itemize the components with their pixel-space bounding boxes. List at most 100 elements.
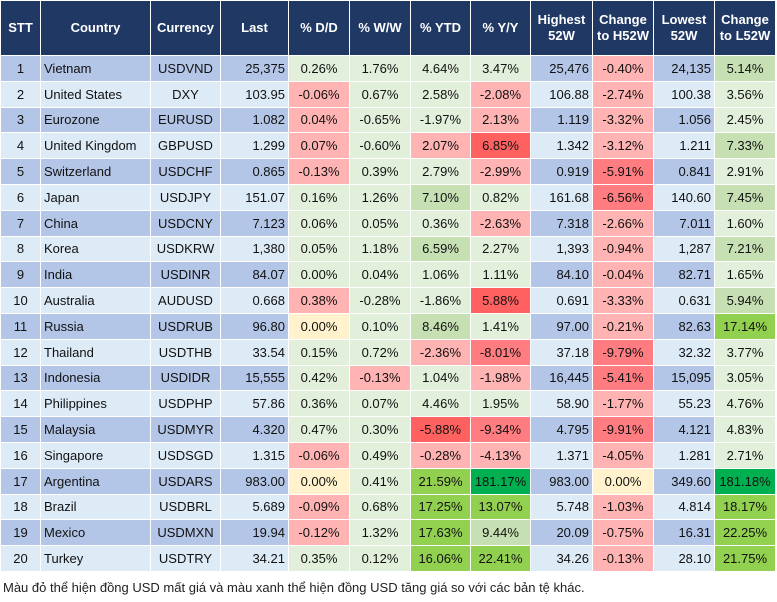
cell-change-to-h52w: -9.91% (592, 416, 654, 443)
table-row: 6 Japan USDJPY 151.07 0.16% 1.26% 7.10% 0.82% 16… (0, 183, 776, 211)
header-row: STT Country Currency Last% D/D% W/W% YTD% Y… (0, 0, 776, 56)
cell-lowest-52w: 32.32 (653, 338, 715, 366)
cell-change-to-h52w: -0.13% (592, 545, 654, 572)
usd-exchange-table: STT Country Currency Last% D/D% W/W% YTD% Y… (0, 0, 776, 572)
cell-lowest-52w: 15,095 (653, 364, 715, 392)
cell-pct-dd: 0.15% (288, 338, 350, 366)
table-row: 18 Brazil USDBRL 5.689 -0.09% 0.68% 17.25% 13.0… (0, 493, 776, 521)
cell-change-to-l52w: 7.21% (714, 235, 776, 263)
table-row: 8 Korea USDKRW 1,380 0.05% 1.18% 6.59% 2.27% 1,3… (0, 235, 776, 263)
cell-pct-ytd: 1.06% (410, 261, 471, 289)
cell-lowest-52w: 100.38 (653, 80, 715, 108)
header-lowest-52w: Lowest 52W (653, 0, 715, 56)
cell-last: 1.315 (220, 441, 289, 469)
cell-stt: 19 (0, 519, 41, 547)
cell-change-to-h52w: 0.00% (592, 467, 654, 495)
cell-pct-ww: 1.26% (349, 183, 411, 211)
cell-country: Japan (40, 183, 151, 211)
cell-pct-ww: 0.39% (349, 158, 411, 185)
cell-pct-dd: 0.16% (288, 183, 350, 211)
cell-highest-52w: 34.26 (530, 545, 593, 572)
cell-last: 25,375 (220, 55, 289, 82)
table-row: 3 Eurozone EURUSD 1.082 0.04% -0.65% -1.97% 2.1… (0, 106, 776, 134)
cell-pct-yy: 9.44% (470, 519, 531, 547)
cell-pct-ytd: 2.07% (410, 132, 471, 160)
cell-change-to-h52w: -0.94% (592, 235, 654, 263)
cell-last: 1,380 (220, 235, 289, 263)
cell-pct-dd: 0.38% (288, 287, 350, 314)
cell-pct-ww: 0.41% (349, 467, 411, 495)
cell-pct-dd: 0.36% (288, 390, 350, 418)
cell-highest-52w: 37.18 (530, 338, 593, 366)
cell-stt: 14 (0, 390, 41, 418)
cell-stt: 7 (0, 209, 41, 237)
cell-pct-ww: 0.12% (349, 545, 411, 572)
cell-stt: 18 (0, 493, 41, 521)
cell-pct-ww: 0.68% (349, 493, 411, 521)
cell-pct-ytd: 1.04% (410, 364, 471, 392)
cell-country: Australia (40, 287, 151, 314)
cell-currency: USDMYR (150, 416, 221, 443)
cell-pct-ytd: 8.46% (410, 312, 471, 340)
header-highest-52w: Highest 52W (530, 0, 593, 56)
cell-pct-yy: 181.17% (470, 467, 531, 495)
cell-pct-dd: -0.13% (288, 158, 350, 185)
cell-pct-ww: 0.72% (349, 338, 411, 366)
cell-currency: USDMXN (150, 519, 221, 547)
cell-pct-yy: -8.01% (470, 338, 531, 366)
cell-currency: USDVND (150, 55, 221, 82)
cell-stt: 12 (0, 338, 41, 366)
cell-currency: USDRUB (150, 312, 221, 340)
cell-last: 4.320 (220, 416, 289, 443)
cell-pct-ytd: 21.59% (410, 467, 471, 495)
cell-lowest-52w: 82.71 (653, 261, 715, 289)
cell-lowest-52w: 1.281 (653, 441, 715, 469)
cell-currency: USDJPY (150, 183, 221, 211)
cell-pct-ww: 0.67% (349, 80, 411, 108)
cell-pct-ytd: 6.59% (410, 235, 471, 263)
cell-currency: USDBRL (150, 493, 221, 521)
table-row: 13 Indonesia USDIDR 15,555 0.42% -0.13% 1.04% -… (0, 364, 776, 392)
cell-pct-dd: 0.00% (288, 312, 350, 340)
cell-last: 19.94 (220, 519, 289, 547)
cell-pct-ww: 1.32% (349, 519, 411, 547)
cell-highest-52w: 7.318 (530, 209, 593, 237)
cell-change-to-h52w: -1.03% (592, 493, 654, 521)
cell-change-to-l52w: 2.71% (714, 441, 776, 469)
cell-currency: USDCHF (150, 158, 221, 185)
cell-change-to-h52w: -9.79% (592, 338, 654, 366)
cell-change-to-l52w: 4.83% (714, 416, 776, 443)
cell-highest-52w: 161.68 (530, 183, 593, 211)
cell-change-to-l52w: 3.77% (714, 338, 776, 366)
cell-country: Singapore (40, 441, 151, 469)
cell-last: 0.865 (220, 158, 289, 185)
cell-currency: DXY (150, 80, 221, 108)
cell-pct-ww: 1.18% (349, 235, 411, 263)
cell-last: 57.86 (220, 390, 289, 418)
cell-country: Philippines (40, 390, 151, 418)
cell-highest-52w: 84.10 (530, 261, 593, 289)
cell-country: Russia (40, 312, 151, 340)
cell-country: Korea (40, 235, 151, 263)
cell-lowest-52w: 140.60 (653, 183, 715, 211)
cell-pct-dd: 0.07% (288, 132, 350, 160)
cell-currency: USDSGD (150, 441, 221, 469)
cell-stt: 4 (0, 132, 41, 160)
cell-pct-yy: 1.41% (470, 312, 531, 340)
cell-last: 34.21 (220, 545, 289, 572)
cell-pct-ww: 0.04% (349, 261, 411, 289)
cell-pct-yy: 0.82% (470, 183, 531, 211)
cell-stt: 6 (0, 183, 41, 211)
cell-highest-52w: 983.00 (530, 467, 593, 495)
cell-pct-ytd: -2.36% (410, 338, 471, 366)
cell-change-to-h52w: -4.05% (592, 441, 654, 469)
cell-lowest-52w: 7.011 (653, 209, 715, 237)
cell-highest-52w: 0.691 (530, 287, 593, 314)
cell-pct-ytd: -0.28% (410, 441, 471, 469)
cell-lowest-52w: 28.10 (653, 545, 715, 572)
cell-change-to-h52w: -3.33% (592, 287, 654, 314)
cell-last: 5.689 (220, 493, 289, 521)
cell-country: Turkey (40, 545, 151, 572)
cell-pct-dd: -0.06% (288, 80, 350, 108)
table-row: 19 Mexico USDMXN 19.94 -0.12% 1.32% 17.63% 9.44… (0, 519, 776, 547)
